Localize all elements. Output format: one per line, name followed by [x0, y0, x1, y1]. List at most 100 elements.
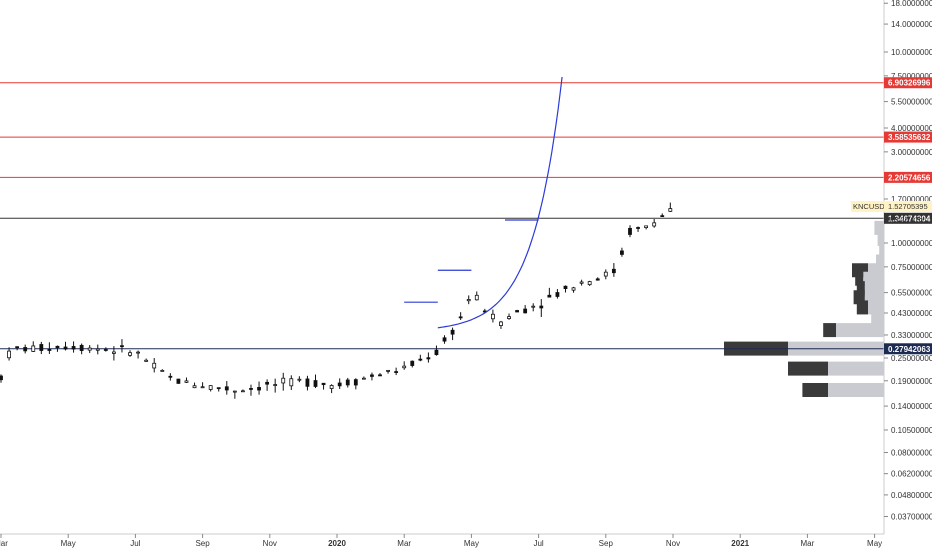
candlesticks	[0, 202, 673, 399]
candle-body	[200, 386, 205, 389]
candle-body	[128, 352, 132, 356]
candle-body	[7, 350, 11, 359]
vp-bar-dark	[853, 290, 865, 305]
x-tick-label: Jul	[130, 539, 140, 548]
candle-body	[297, 378, 302, 381]
candle-body	[71, 346, 76, 350]
y-tick-label: 0.33000000	[891, 331, 932, 340]
candle-body	[434, 349, 439, 356]
candle-body	[305, 378, 310, 387]
x-tick-label: Nov	[263, 539, 277, 548]
candle-body	[15, 346, 20, 349]
candle-body	[55, 345, 60, 349]
candle-body	[458, 316, 463, 319]
vp-bar-dark	[855, 271, 864, 286]
candle-body	[660, 215, 665, 218]
candle-body	[95, 348, 100, 351]
vp-bar-dark	[802, 382, 828, 397]
y-tick-label: 3.00000000	[891, 148, 932, 157]
candle-body	[289, 378, 294, 387]
y-tick-label: 0.19000000	[891, 377, 932, 386]
candle-body	[47, 349, 52, 351]
y-tick-label: 0.06200000	[891, 470, 932, 479]
x-tick-label: 2021	[731, 539, 749, 548]
consolidation-boxes	[404, 219, 539, 303]
y-axis[interactable]: 18.00000000 14.00000000 10.00000000 7.50000…	[884, 0, 932, 521]
x-tick-label: Sep	[195, 539, 210, 548]
candle-body	[628, 227, 632, 235]
candle-body	[539, 305, 544, 309]
parabolic-arc	[437, 76, 563, 329]
y-tick-label: 0.55000000	[891, 289, 932, 298]
price-badge-label: 6.90326996	[888, 79, 931, 88]
candle-body	[402, 365, 407, 369]
vp-bar-dark	[856, 300, 868, 315]
price-badge-label: 3.58535632	[888, 133, 931, 142]
price-badge-bg	[884, 171, 932, 183]
candle-body	[63, 346, 68, 350]
vp-bar-light	[828, 382, 884, 397]
candle-body	[386, 369, 390, 372]
candle-body	[563, 285, 568, 290]
vp-bar-light	[871, 309, 884, 324]
candle-body	[216, 387, 221, 390]
candle-body	[418, 358, 423, 361]
candle-body	[192, 385, 197, 389]
price-badge-label: 1.34674304	[888, 214, 931, 223]
y-tick-label: 0.08000000	[891, 449, 932, 458]
candle-body	[103, 349, 108, 351]
candle-body	[579, 281, 584, 284]
candle-body	[507, 316, 511, 320]
candle-body	[523, 308, 528, 314]
candle-body	[265, 381, 270, 385]
vp-bar-dark	[823, 323, 836, 338]
candle-body	[595, 278, 600, 281]
x-tick-label: Mar	[397, 539, 411, 548]
x-tick-label: Jul	[533, 539, 543, 548]
current-price-badge: 1.52705395	[888, 202, 928, 211]
candle-body	[394, 371, 399, 373]
vp-bar-light	[836, 323, 884, 338]
symbol-label-bg	[851, 201, 884, 212]
candle-body	[160, 369, 165, 372]
candle-body	[329, 385, 334, 389]
price-badge-bg	[884, 212, 932, 224]
candle-body	[249, 388, 253, 390]
countdown-label: 1.3 2d 11h	[888, 215, 923, 224]
candle-body	[273, 384, 278, 386]
candle-body	[241, 390, 245, 393]
candle-body	[442, 337, 447, 342]
candle-body	[208, 385, 213, 390]
y-tick-label: 5.50000000	[891, 98, 932, 107]
candle-body	[499, 321, 503, 326]
candle-body	[337, 382, 342, 387]
candle-body	[136, 351, 140, 354]
x-axis[interactable]: Mar May Jul Sep Nov 2020 Mar May Jul Sep Nov 2021 Ma…	[0, 534, 882, 548]
candle-body	[152, 362, 157, 369]
x-tick-label: Sep	[599, 539, 614, 548]
x-tick-label: 2020	[328, 539, 346, 548]
x-tick-label: Nov	[666, 539, 680, 548]
candle-body	[111, 351, 116, 354]
candle-body	[410, 360, 415, 366]
y-tick-label: 18.00000000	[891, 0, 932, 8]
candle-body	[87, 347, 92, 351]
candle-body	[313, 380, 318, 387]
candle-body	[321, 382, 326, 386]
y-tick-label: 0.04800000	[891, 491, 932, 500]
candle-body	[23, 347, 28, 352]
candle-body	[668, 208, 673, 212]
vp-bar-light	[828, 361, 884, 376]
candle-body	[652, 222, 657, 227]
x-tick-label: May	[61, 539, 76, 548]
y-tick-label: 0.43000000	[891, 309, 932, 318]
symbol-label: KNCUSD	[853, 202, 885, 211]
y-tick-label: 0.75000000	[891, 263, 932, 272]
candle-body	[547, 294, 552, 298]
vp-bar-light	[876, 254, 884, 269]
candle-body	[353, 379, 358, 386]
y-tick-label: 10.00000000	[891, 48, 932, 57]
price-badge-label: 0.27942063	[888, 345, 931, 354]
vp-bar-light	[877, 231, 884, 246]
